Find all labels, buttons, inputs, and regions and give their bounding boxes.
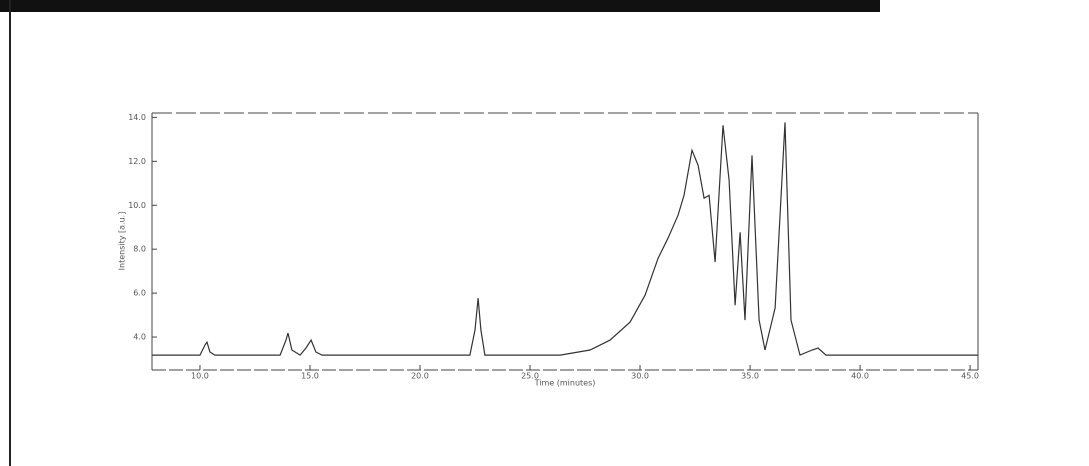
x-tick-label: 10.0 (191, 372, 209, 381)
x-tick-label: 40.0 (851, 372, 869, 381)
y-tick-label: 12.0 (128, 157, 146, 166)
y-tick-label: 8.0 (133, 245, 146, 254)
y-tick-label: 6.0 (133, 289, 146, 298)
x-tick-label: 35.0 (741, 372, 759, 381)
x-axis-label: Time (minutes) (534, 379, 596, 388)
x-tick-label: 20.0 (411, 372, 429, 381)
x-tick-label: 30.0 (631, 372, 649, 381)
x-tick-label: 45.0 (961, 372, 979, 381)
header-bar (0, 0, 880, 12)
y-axis-label: Intensity [a.u.] (118, 212, 127, 271)
x-tick-label: 15.0 (301, 372, 319, 381)
y-tick-label: 4.0 (133, 333, 146, 342)
x-tick-label: 25.0 (521, 372, 539, 381)
data-line (152, 122, 978, 356)
y-tick-label: 10.0 (128, 201, 146, 210)
y-tick-label: 14.0 (128, 113, 146, 122)
